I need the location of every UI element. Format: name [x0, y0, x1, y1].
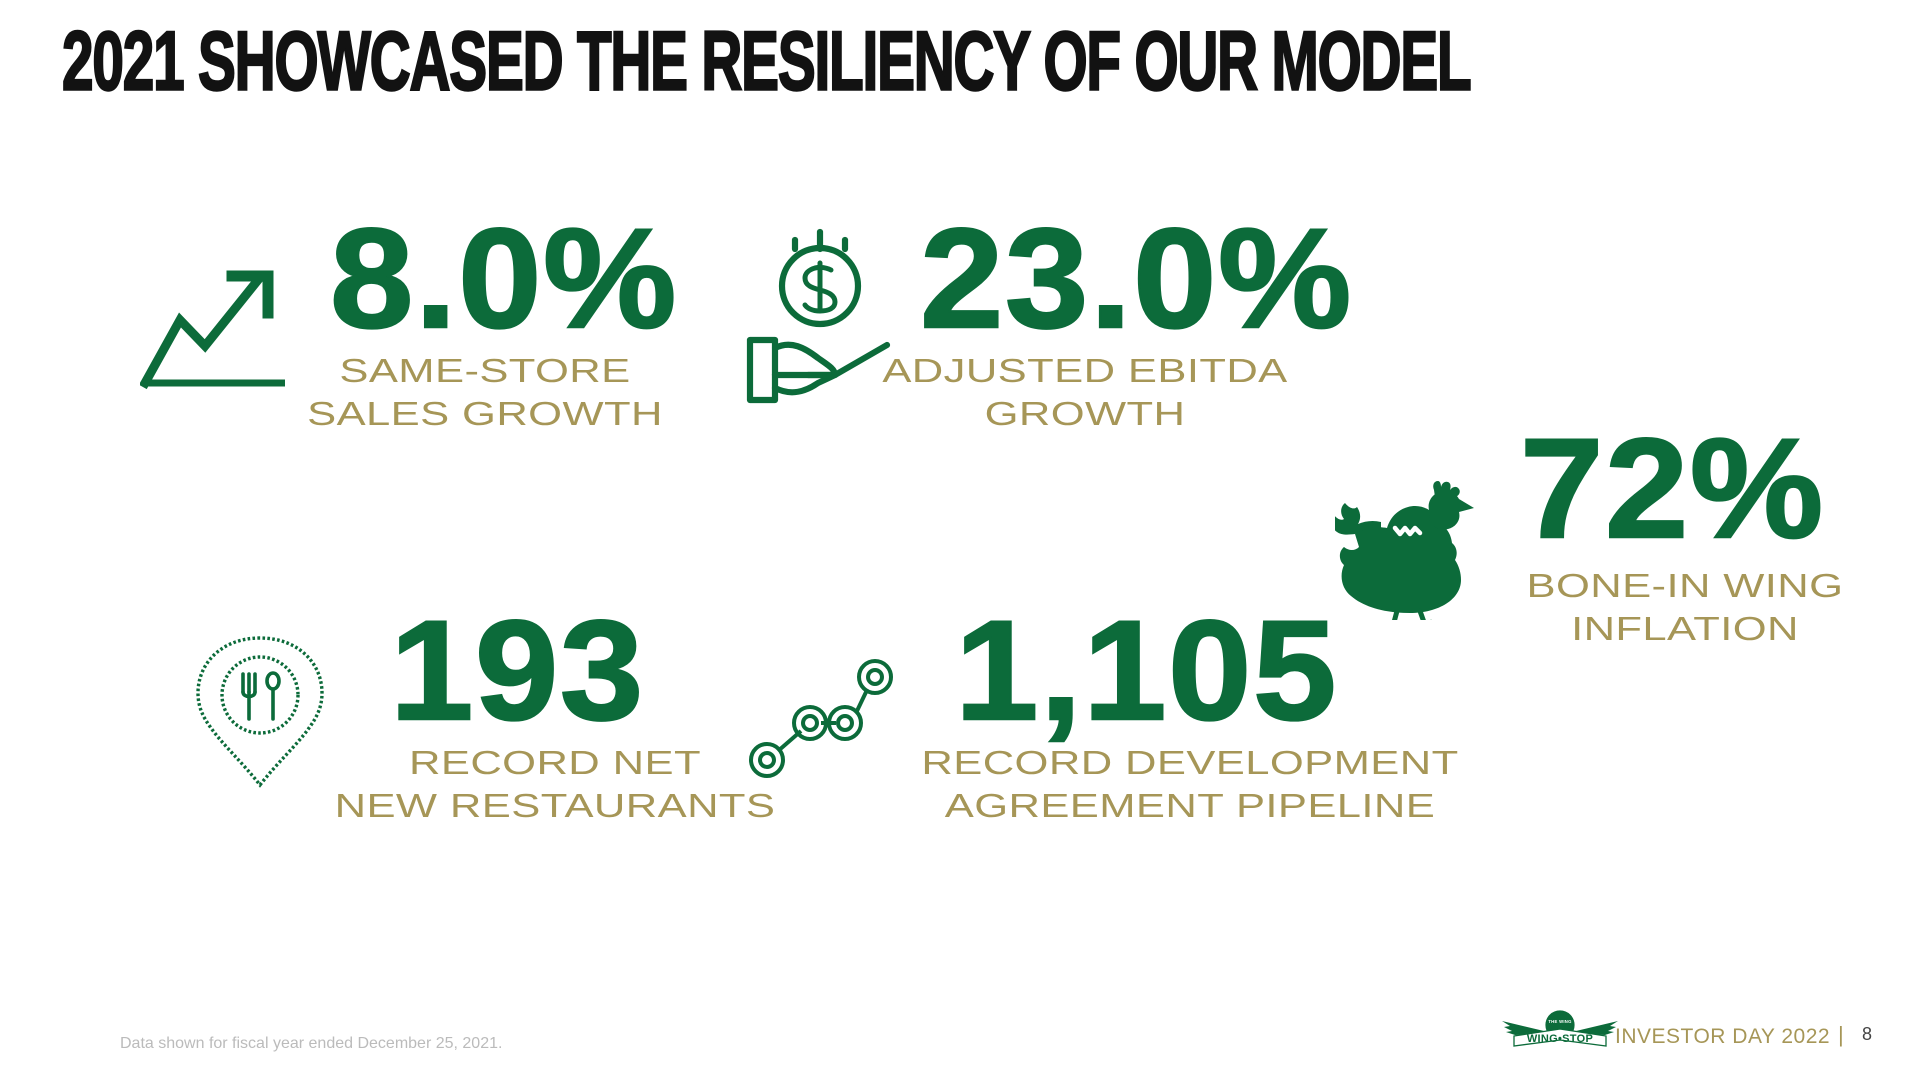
svg-text:WING•STOP: WING•STOP — [1527, 1033, 1593, 1045]
svg-text:THE WING: THE WING — [1548, 1019, 1571, 1024]
